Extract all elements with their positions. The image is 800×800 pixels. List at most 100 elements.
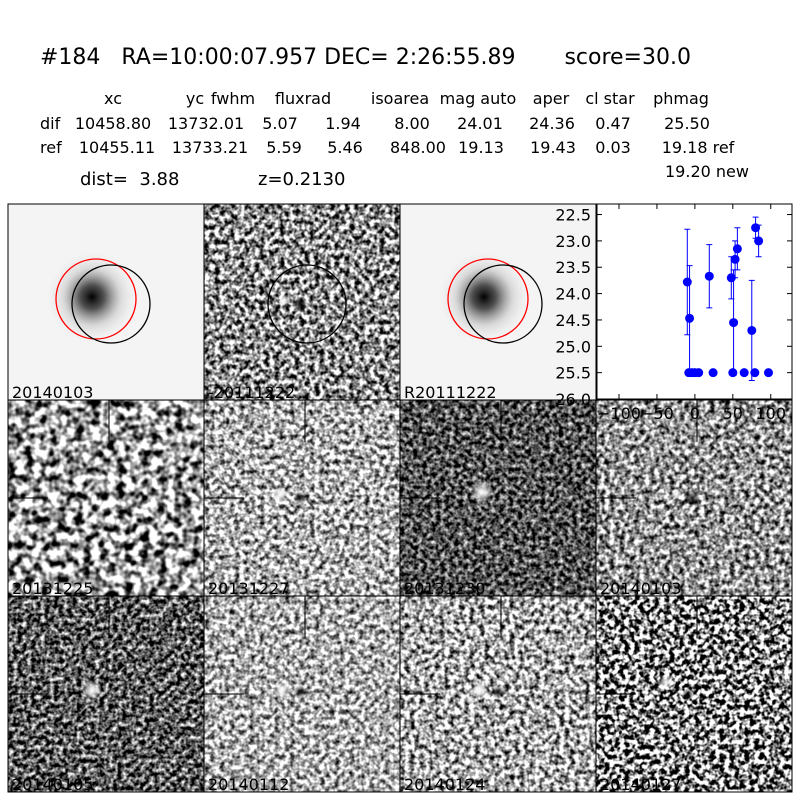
y-tick-label: 25.0 xyxy=(555,337,591,356)
source xyxy=(274,682,290,698)
data-point xyxy=(728,368,738,378)
image-panel: -20111222 xyxy=(203,203,401,402)
panel-label: 20140103 xyxy=(12,383,93,402)
source xyxy=(270,310,278,318)
redshift: z=0.2130 xyxy=(258,169,346,190)
image-panel: 20131227 xyxy=(203,399,401,598)
table-cell: 10455.11 xyxy=(79,138,155,157)
image-panel: 20140127 xyxy=(595,595,793,794)
panel-label: 20140103 xyxy=(600,579,681,598)
source xyxy=(659,675,673,689)
table-cell: 1.94 xyxy=(325,114,361,133)
data-point xyxy=(729,318,739,328)
column-header: mag auto xyxy=(440,89,517,108)
image-panel: R20111222 xyxy=(399,203,597,402)
image-panel: 20140103 xyxy=(7,203,205,402)
data-point xyxy=(732,244,742,254)
data-point xyxy=(694,368,704,378)
data-point xyxy=(704,271,714,281)
data-point xyxy=(747,325,757,335)
data-point xyxy=(708,368,718,378)
table-cell: 13732.01 xyxy=(168,114,244,133)
column-header: isoarea xyxy=(371,89,429,108)
data-point xyxy=(682,277,692,287)
table-cell: 19.43 xyxy=(530,138,576,157)
image-panel: 20140105 xyxy=(7,595,205,794)
data-point xyxy=(754,236,764,246)
column-header: yc xyxy=(186,89,204,108)
panel-label: 20140127 xyxy=(600,775,681,794)
column-header: aper xyxy=(533,89,570,108)
source xyxy=(272,486,288,502)
aperture-ref xyxy=(447,258,529,340)
source xyxy=(465,695,475,705)
row-label: dif xyxy=(40,114,61,133)
plot-frame xyxy=(596,203,793,400)
panel-label: 20131230 xyxy=(404,579,485,598)
source xyxy=(471,481,493,503)
table-cell: 0.47 xyxy=(595,114,631,133)
panel-border xyxy=(595,595,793,793)
x-tick-label: 100 xyxy=(755,404,786,423)
data-point xyxy=(685,313,695,323)
panel-label: -20111222 xyxy=(208,383,295,402)
image-panel: 20140124 xyxy=(399,595,597,794)
y-tick-label: 23.5 xyxy=(555,258,591,277)
x-tick-label: −100 xyxy=(597,404,641,423)
image-grid: 20140103 -20111222 R20111222 20131225 201312… xyxy=(7,203,793,794)
y-tick-label: 24.5 xyxy=(555,311,591,330)
column-header: phmag xyxy=(653,89,709,108)
panel-label: 20131227 xyxy=(208,579,289,598)
table-cell: 24.01 xyxy=(457,114,503,133)
y-tick-label: 26.0 xyxy=(555,390,591,409)
column-header: fluxrad xyxy=(275,89,331,108)
galaxy xyxy=(44,249,140,345)
panel-label: 20131225 xyxy=(12,579,93,598)
table-cell: 0.03 xyxy=(595,138,631,157)
table-cell: 5.07 xyxy=(262,114,298,133)
source xyxy=(471,681,489,699)
image-panel: 20140103 xyxy=(595,399,793,598)
distance: dist= 3.88 xyxy=(80,169,179,190)
table-cell: 13733.21 xyxy=(172,138,248,157)
data-point xyxy=(739,368,749,378)
table-cell: 19.18 ref xyxy=(662,138,735,157)
source xyxy=(82,680,102,700)
galaxy xyxy=(436,249,532,345)
column-header: fwhm xyxy=(211,89,255,108)
x-tick-label: −50 xyxy=(640,404,674,423)
panel-label: R20111222 xyxy=(404,383,497,402)
source xyxy=(682,688,694,700)
panel-label: 20140124 xyxy=(404,775,485,794)
data-point xyxy=(750,368,760,378)
data-point xyxy=(763,368,773,378)
phmag-note: 19.20 new xyxy=(665,162,749,181)
image-panel: 20131230 xyxy=(399,399,597,598)
table-cell: 24.36 xyxy=(529,114,575,133)
source xyxy=(671,489,681,499)
y-tick-label: 24.0 xyxy=(555,285,591,304)
aperture xyxy=(71,264,151,344)
title: #184 RA=10:00:07.957 DEC= 2:26:55.89 sco… xyxy=(40,45,691,70)
aperture xyxy=(463,264,543,344)
image-panel: 20140112 xyxy=(203,595,401,794)
table-cell: 5.46 xyxy=(327,138,363,157)
source xyxy=(292,296,308,312)
source xyxy=(293,491,307,505)
y-tick-label: 25.5 xyxy=(555,364,591,383)
table-cell: 5.59 xyxy=(266,138,302,157)
x-tick-label: 50 xyxy=(723,404,743,423)
table-cell: 848.00 xyxy=(390,138,446,157)
table-cell: 25.50 xyxy=(664,114,710,133)
light-curve: 22.5 23.0 23.5 24.0 24.5 25.0 25.5 26.0 −100 −50 0… xyxy=(555,203,793,423)
panel-label: 20140105 xyxy=(12,775,93,794)
panel-label: 20140112 xyxy=(208,775,289,794)
column-header: xc xyxy=(104,89,122,108)
source xyxy=(491,685,505,699)
x-tick-label: 0 xyxy=(690,404,700,423)
image-panel: 20131225 xyxy=(7,399,205,598)
source xyxy=(293,685,307,699)
source xyxy=(278,294,290,306)
table-cell: 10458.80 xyxy=(75,114,151,133)
